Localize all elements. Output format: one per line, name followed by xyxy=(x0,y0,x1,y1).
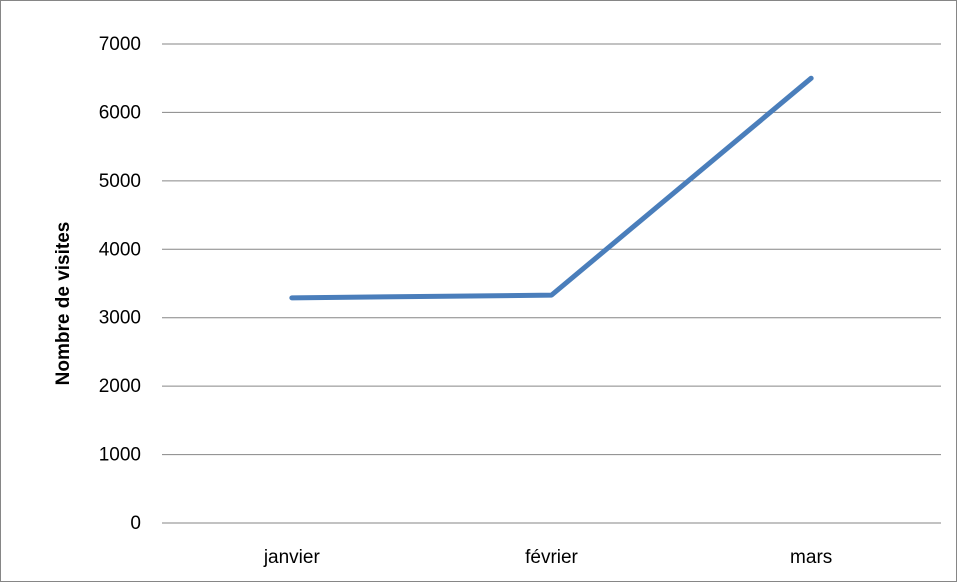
x-tick-label: janvier xyxy=(263,547,321,568)
y-tick-label: 4000 xyxy=(99,239,141,260)
y-tick-label: 0 xyxy=(130,513,141,534)
x-axis-ticks: janvier février mars xyxy=(263,547,832,568)
y-tick-label: 1000 xyxy=(99,445,141,466)
x-tick-label: février xyxy=(525,547,578,568)
y-axis-title: Nombre de visites xyxy=(53,222,74,386)
x-tick-label: mars xyxy=(790,547,832,568)
y-tick-label: 7000 xyxy=(99,34,141,55)
gridlines xyxy=(162,43,941,456)
y-tick-label: 2000 xyxy=(99,376,141,397)
series-lines xyxy=(289,75,814,301)
series-line xyxy=(289,75,814,301)
y-axis-ticks: 0 1000 2000 3000 4000 5000 6000 7000 xyxy=(99,34,141,534)
y-tick-label: 3000 xyxy=(99,308,141,329)
y-tick-label: 5000 xyxy=(99,171,141,192)
y-tick-label: 6000 xyxy=(99,102,141,123)
